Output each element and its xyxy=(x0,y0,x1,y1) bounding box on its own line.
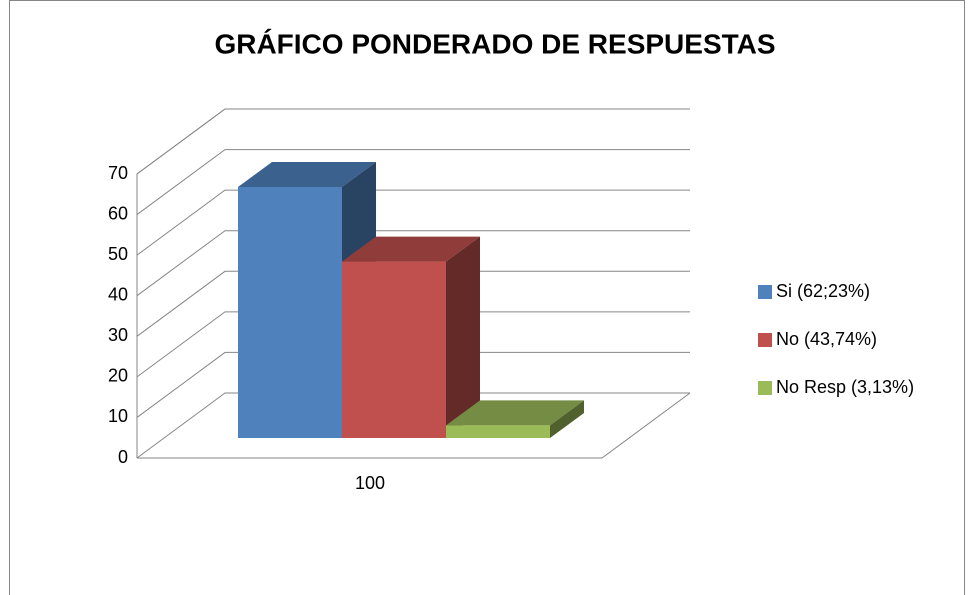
bar xyxy=(446,425,550,438)
floor xyxy=(137,392,691,459)
grid-line xyxy=(136,108,690,175)
bar-side xyxy=(550,400,584,438)
x-tick-label: 100 xyxy=(355,473,385,493)
grid-line xyxy=(136,230,690,297)
y-tick-label: 40 xyxy=(108,284,128,304)
bar-top xyxy=(238,162,376,187)
y-tick-label: 20 xyxy=(108,366,128,386)
grid-line xyxy=(136,189,690,256)
grid-line xyxy=(136,149,690,215)
legend-label: No Resp (3,13%) xyxy=(776,377,914,397)
legend-swatch xyxy=(758,333,772,347)
y-tick-label: 30 xyxy=(108,325,128,345)
legend-swatch xyxy=(758,381,772,395)
chart-title: GRÁFICO PONDERADO DE RESPUESTAS xyxy=(214,28,775,59)
grid-line xyxy=(136,351,690,418)
legend-swatch xyxy=(758,285,772,299)
chart-border xyxy=(9,0,965,595)
grid-line xyxy=(136,392,690,459)
legend-label: Si (62;23%) xyxy=(776,281,870,301)
bar-side xyxy=(446,236,480,438)
y-tick-label: 60 xyxy=(108,203,128,223)
bar-top xyxy=(342,236,480,262)
y-tick-label: 0 xyxy=(118,447,128,467)
bar-top xyxy=(446,400,584,426)
y-tick-label: 10 xyxy=(108,406,128,426)
grid-line xyxy=(136,311,690,378)
y-tick-label: 70 xyxy=(108,163,128,183)
legend-label: No (43,74%) xyxy=(776,329,877,349)
bar xyxy=(342,261,446,438)
grid-line xyxy=(136,270,690,337)
y-tick-label: 50 xyxy=(108,244,128,264)
bar xyxy=(238,187,342,438)
